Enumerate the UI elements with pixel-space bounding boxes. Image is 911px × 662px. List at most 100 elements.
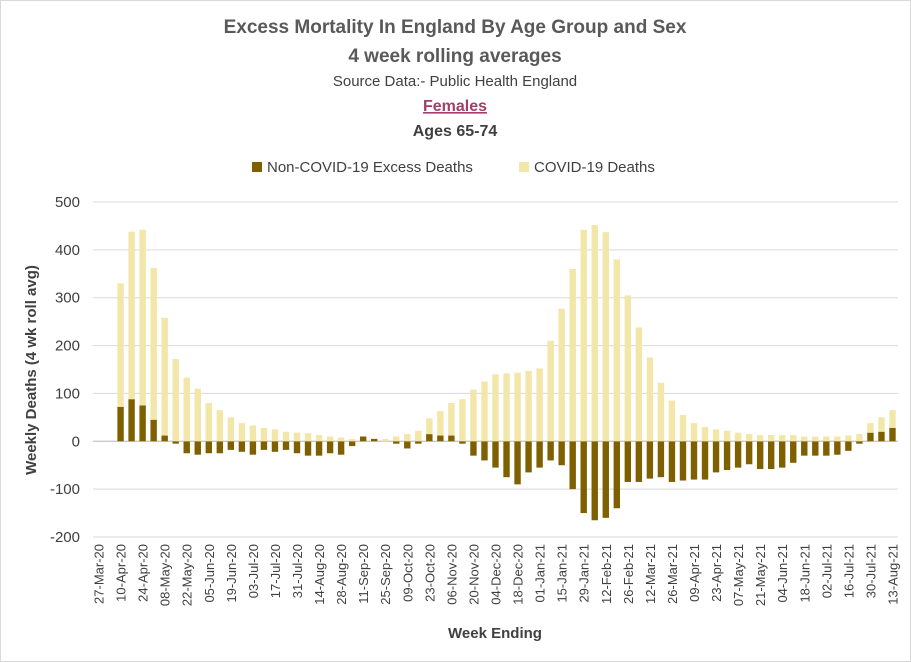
bar-covid	[878, 417, 885, 432]
x-tick-label: 31-Jul-20	[290, 544, 305, 598]
bar-covid	[767, 435, 775, 442]
x-tick-label: 29-Jan-21	[577, 544, 592, 603]
x-axis-ticks: 27-Mar-20 10-Apr-20 24-Apr-20 08-May-20 22-M…	[92, 544, 901, 606]
bar-non-covid	[470, 441, 477, 456]
x-tick-label: 06-Nov-20	[444, 544, 459, 605]
bar-covid	[723, 430, 731, 442]
bar-covid	[569, 269, 576, 442]
bar-non-covid	[150, 419, 157, 442]
bar-covid	[470, 389, 477, 442]
bar-non-covid	[801, 441, 808, 456]
bar-covid	[117, 283, 124, 407]
x-tick-label: 10-Apr-20	[114, 544, 129, 602]
x-tick-label: 13-Aug-21	[885, 544, 900, 605]
x-tick-label: 22-May-20	[180, 544, 195, 606]
bar-covid	[525, 370, 532, 442]
y-tick-label: 400	[55, 242, 80, 259]
bar-covid	[756, 435, 764, 442]
bar-non-covid	[867, 432, 874, 442]
bar-covid	[867, 423, 874, 433]
x-tick-label: 05-Jun-20	[202, 544, 217, 603]
bar-covid	[558, 308, 565, 442]
bar-covid	[172, 358, 179, 442]
y-tick-label: 500	[55, 194, 80, 211]
bar-covid	[249, 425, 257, 442]
bar-non-covid	[536, 441, 543, 468]
bar-non-covid	[404, 441, 411, 449]
bar-non-covid	[812, 441, 819, 456]
bar-non-covid	[194, 441, 201, 455]
bar-covid	[393, 436, 400, 442]
bar-covid	[492, 374, 499, 442]
x-tick-label: 18-Jun-21	[797, 544, 812, 603]
bar-covid	[293, 432, 301, 442]
bar-covid	[238, 423, 246, 442]
bar-covid	[415, 430, 422, 442]
bar-non-covid	[745, 441, 753, 465]
y-tick-label: 0	[72, 433, 80, 450]
bar-non-covid	[393, 441, 400, 444]
bar-non-covid	[492, 441, 499, 468]
bar-covid	[227, 417, 235, 442]
bar-covid	[801, 436, 808, 442]
bar-covid	[823, 436, 830, 442]
bar-non-covid	[845, 441, 852, 451]
bar-covid	[701, 426, 709, 442]
bar-covid	[426, 418, 433, 435]
bar-non-covid	[348, 441, 356, 447]
bar-covid	[337, 437, 345, 442]
bar-non-covid	[293, 441, 301, 454]
x-tick-label: 21-May-21	[753, 544, 768, 606]
bar-covid	[856, 434, 863, 442]
bar-covid	[591, 224, 598, 442]
bar-non-covid	[271, 441, 279, 452]
x-tick-label: 26-Feb-21	[621, 544, 636, 604]
x-tick-label: 04-Jun-21	[775, 544, 790, 603]
x-tick-label: 09-Oct-20	[400, 544, 415, 602]
y-tick-label: 100	[55, 385, 80, 402]
bar-non-covid	[834, 441, 841, 455]
bar-covid	[459, 399, 466, 442]
bar-non-covid	[326, 441, 334, 454]
bar-non-covid	[525, 441, 532, 473]
bar-non-covid	[128, 399, 135, 442]
bar-covid	[834, 436, 841, 442]
bar-covid	[128, 231, 135, 400]
age-label: Ages 65-74	[413, 123, 498, 140]
bar-non-covid	[723, 441, 731, 470]
bar-covid	[679, 414, 687, 442]
bar-covid	[304, 433, 312, 442]
bar-covid	[779, 435, 786, 442]
bar-covid	[382, 438, 389, 442]
bar-non-covid	[514, 441, 521, 485]
bar-non-covid	[238, 441, 246, 452]
bar-non-covid	[613, 441, 620, 509]
bar-covid	[514, 372, 521, 442]
bar-covid	[139, 229, 146, 406]
bar-non-covid	[712, 441, 720, 473]
bar-non-covid	[172, 441, 179, 444]
bar-non-covid	[734, 441, 742, 468]
bar-covid	[690, 423, 698, 442]
bar-covid	[194, 388, 201, 442]
bar-non-covid	[690, 441, 698, 480]
legend-swatch	[252, 162, 262, 172]
bar-non-covid	[856, 441, 863, 444]
x-tick-label: 24-Apr-20	[136, 544, 151, 602]
bar-covid	[503, 373, 510, 442]
bar-non-covid	[767, 441, 775, 470]
bar-non-covid	[889, 427, 896, 442]
bar-non-covid	[415, 441, 422, 444]
bar-covid	[150, 268, 157, 420]
x-tick-label: 18-Dec-20	[511, 544, 526, 605]
x-tick-label: 30-Jul-21	[863, 544, 878, 598]
y-tick-label: 200	[55, 338, 80, 355]
bar-non-covid	[503, 441, 510, 478]
bar-covid	[602, 232, 609, 442]
bar-covid	[580, 229, 587, 442]
x-tick-label: 11-Sep-20	[356, 544, 371, 604]
bar-covid	[271, 429, 279, 442]
x-tick-label: 02-Jul-21	[819, 544, 834, 598]
bar-non-covid	[260, 441, 268, 450]
